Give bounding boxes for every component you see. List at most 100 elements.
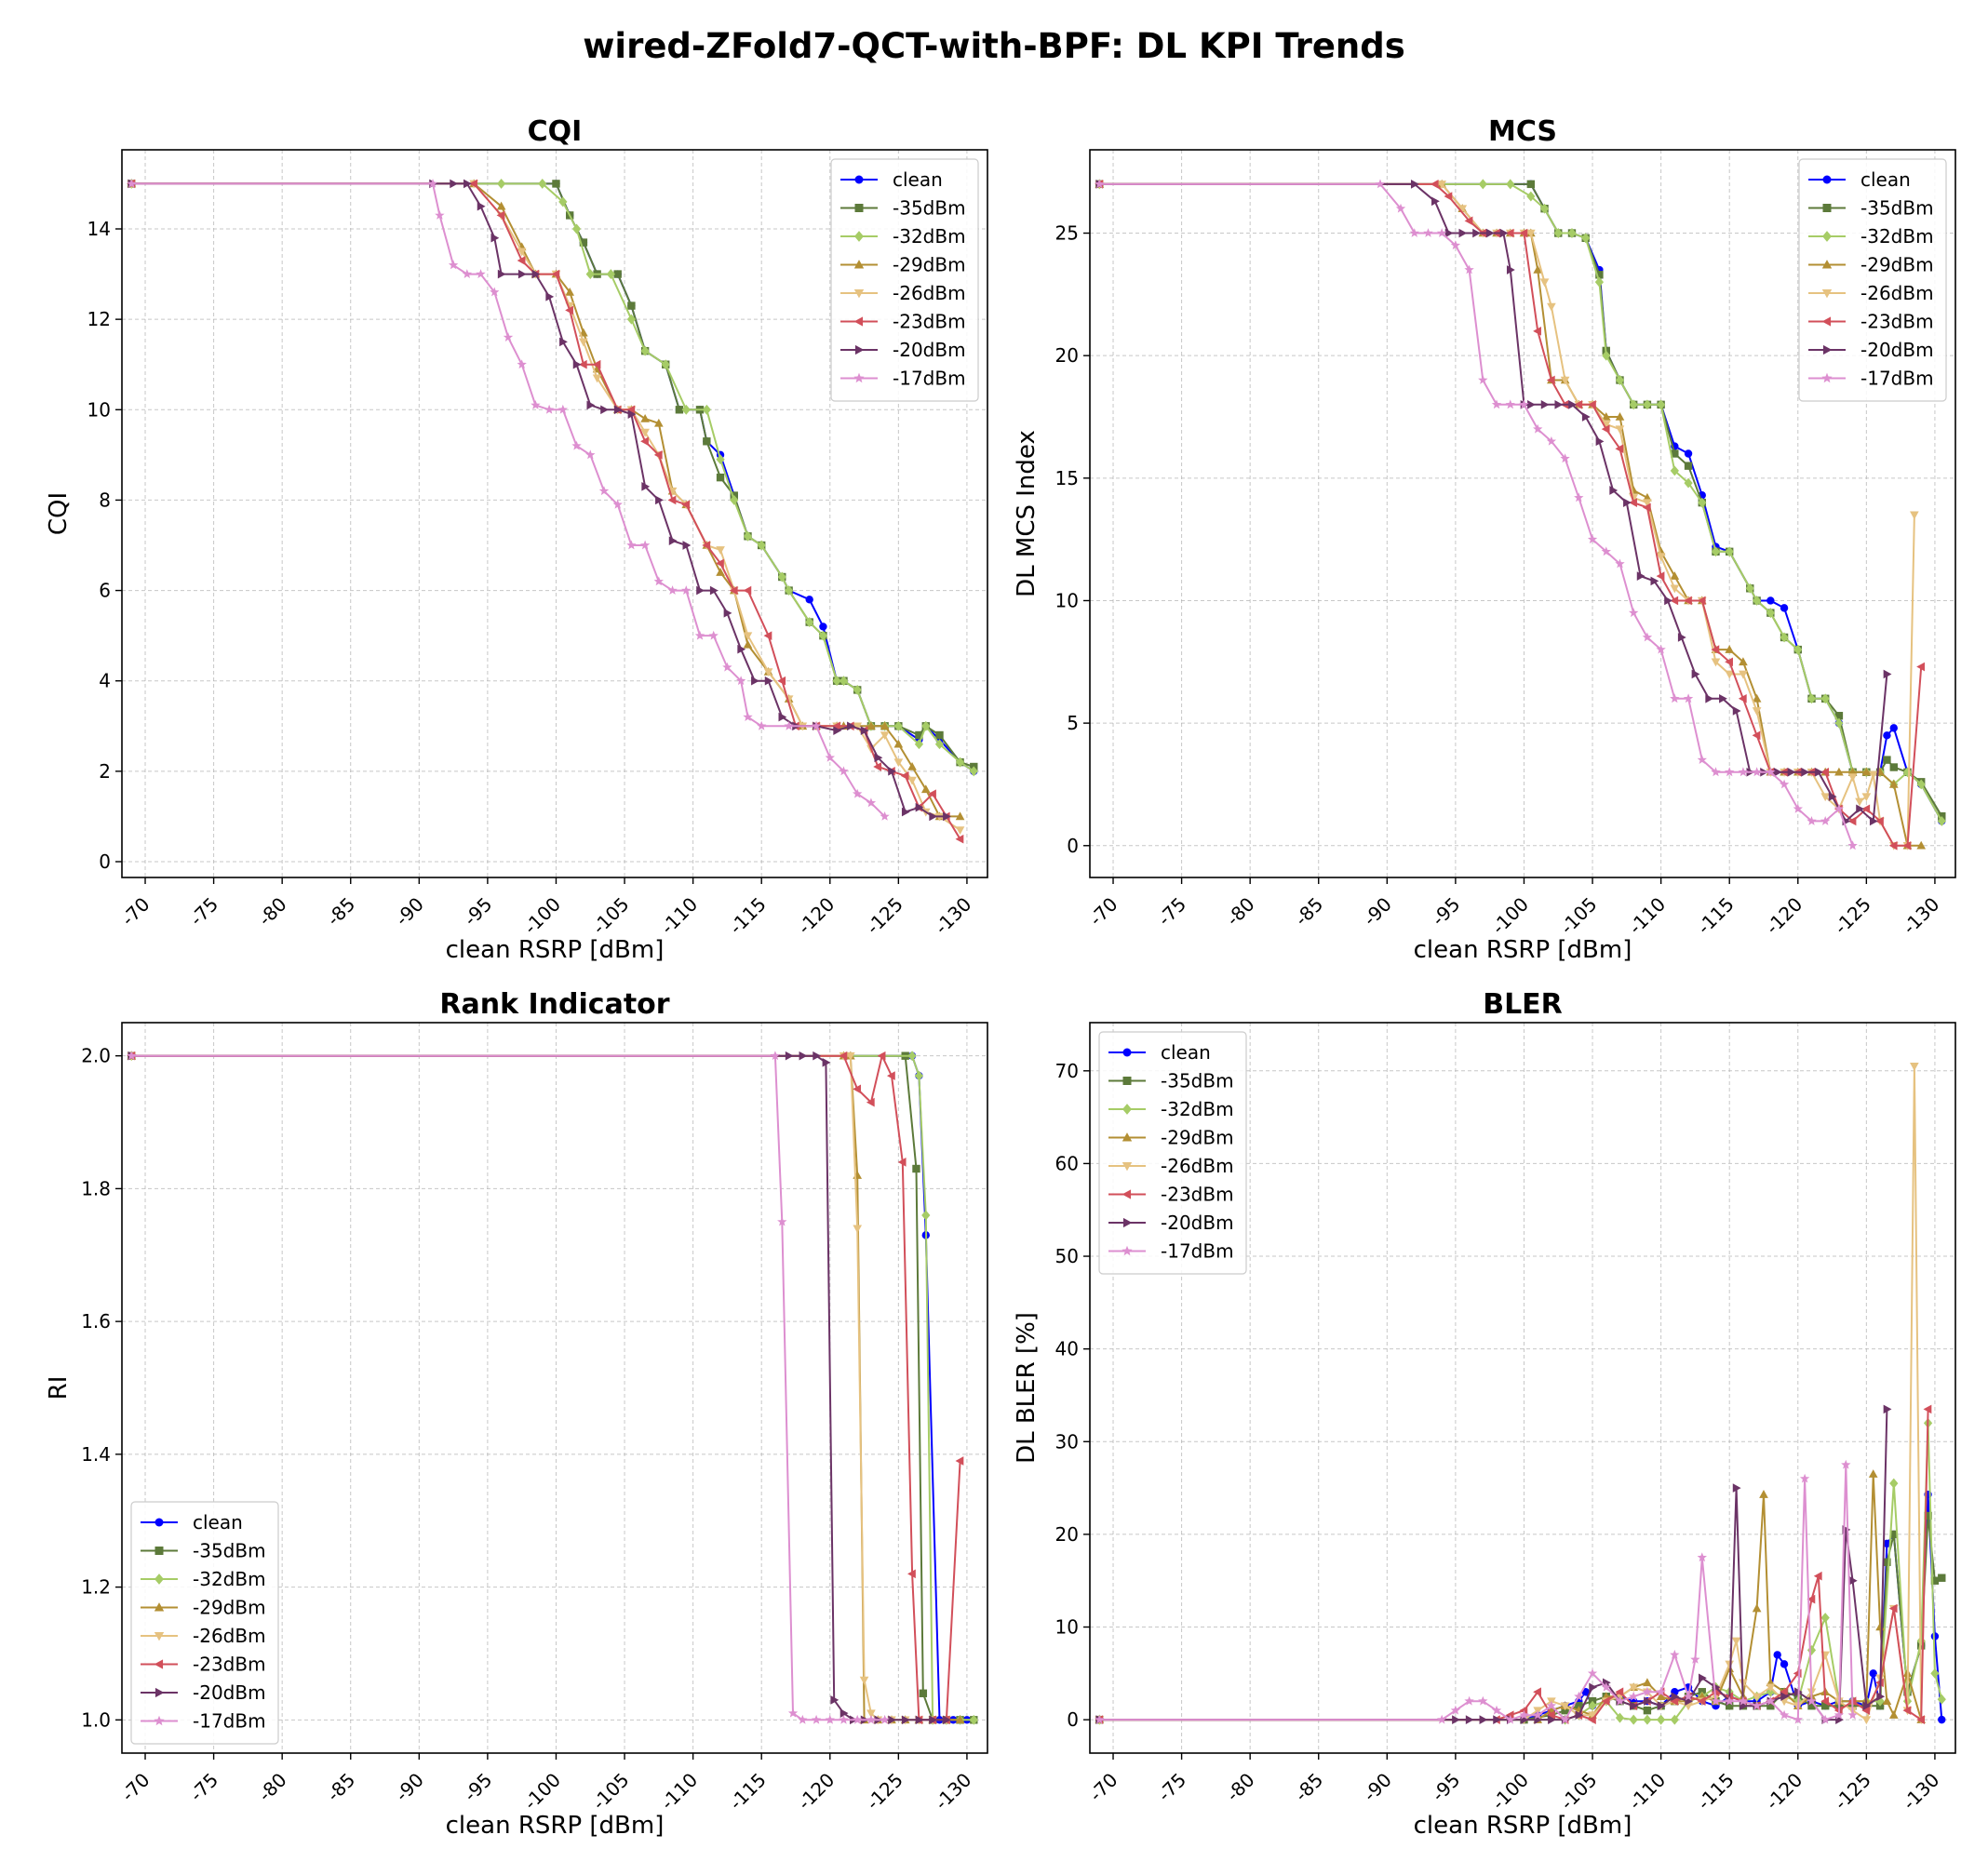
- cqi-point-20dbm: [888, 767, 897, 776]
- cqi-ytick-label: 8: [99, 489, 111, 511]
- cqi-point-20dbm: [860, 726, 869, 735]
- mcs-legend-marker-17dbm: [1821, 372, 1833, 383]
- bler-point-23dbm: [1888, 1603, 1898, 1614]
- bler-point-20dbm: [1465, 1715, 1474, 1724]
- mcs-point-32dbm: [1916, 779, 1926, 790]
- rank-indicator-point-26dbm: [866, 1709, 876, 1719]
- bler-point-23dbm: [1505, 1710, 1514, 1720]
- mcs-point-26dbm: [1601, 421, 1611, 429]
- mcs-point-23dbm: [1711, 645, 1720, 654]
- bler-legend-marker-29dbm: [1122, 1132, 1133, 1142]
- bler-point-26dbm: [1766, 1683, 1776, 1693]
- cqi-point-17dbm: [503, 332, 514, 342]
- rank-indicator-point-17dbm: [787, 1708, 799, 1718]
- mcs-point-23dbm: [1656, 571, 1665, 581]
- bler-point-26dbm: [1588, 1711, 1597, 1721]
- bler-point-17dbm: [1766, 1695, 1776, 1706]
- cqi-series-group: [127, 178, 978, 844]
- bler-point-23dbm: [1861, 1706, 1871, 1716]
- cqi-xtick-label: -85: [322, 893, 359, 931]
- cqi-point-17dbm: [735, 676, 746, 686]
- cqi-point-20dbm: [531, 269, 541, 279]
- rank-indicator-xtick-label: -80: [254, 1769, 291, 1806]
- bler-legend-box: [1098, 1031, 1247, 1275]
- rank-indicator-point-23dbm: [886, 1071, 895, 1080]
- cqi-legend-label: -26dBm: [893, 282, 966, 304]
- bler-ytick-label: 70: [1055, 1060, 1079, 1082]
- cqi-point-23dbm: [763, 631, 772, 640]
- cqi-legend-marker-32dbm: [854, 231, 864, 242]
- cqi-ytick-label: 4: [99, 670, 111, 692]
- bler-point-17dbm: [1437, 1714, 1447, 1724]
- bler-point-17dbm: [1820, 1714, 1831, 1724]
- bler-legend-marker-clean: [1122, 1048, 1132, 1057]
- mcs-xtick-label: -105: [1556, 893, 1602, 939]
- mcs-point-20dbm: [1636, 571, 1645, 581]
- cqi-point-32dbm: [626, 314, 637, 325]
- rank-indicator-xtick-label: -105: [588, 1769, 634, 1815]
- mcs-title: MCS: [1488, 115, 1557, 148]
- cqi-point-20dbm: [490, 233, 500, 243]
- cqi-xtick-label: -115: [725, 893, 771, 939]
- mcs-xtick-label: -110: [1624, 893, 1670, 939]
- mcs-point-29dbm: [1533, 264, 1543, 274]
- cqi-point-17dbm: [435, 210, 445, 220]
- bler-point-20dbm: [1644, 1696, 1652, 1707]
- mcs-point-26dbm: [1525, 229, 1536, 238]
- cqi-point-17dbm: [531, 400, 541, 409]
- cqi-point-32dbm: [702, 404, 711, 415]
- bler-xtick-label: -130: [1898, 1769, 1943, 1815]
- bler-point-20dbm: [1493, 1715, 1502, 1724]
- rank-indicator-xlabel: clean RSRP [dBm]: [446, 1812, 665, 1840]
- mcs-point-26dbm: [1670, 584, 1680, 594]
- mcs-legend-marker-32dbm: [1822, 231, 1832, 242]
- bler-point-20dbm: [1630, 1701, 1639, 1711]
- cqi-point-23dbm: [729, 585, 738, 596]
- mcs-point-23dbm: [1588, 400, 1596, 409]
- bler-point-23dbm: [1916, 1715, 1925, 1724]
- rank-indicator-xtick-label: -100: [519, 1769, 565, 1815]
- mcs-point-clean: [1883, 731, 1891, 740]
- cqi-point-35dbm: [613, 270, 622, 278]
- bler-ytick-label: 40: [1055, 1338, 1079, 1360]
- cqi-point-17dbm: [743, 712, 753, 721]
- mcs-point-26dbm: [1560, 376, 1570, 385]
- bler-legend-marker-32dbm: [1122, 1104, 1132, 1115]
- rank-indicator-frame: [121, 1022, 988, 1754]
- bler-xtick-label: -95: [1427, 1769, 1464, 1806]
- rank-indicator-legend-marker-26dbm: [154, 1631, 165, 1641]
- mcs-point-26dbm: [1437, 181, 1447, 189]
- cqi-point-32dbm: [893, 720, 903, 731]
- cqi-point-17dbm: [853, 788, 863, 798]
- mcs-point-23dbm: [1629, 498, 1637, 507]
- cqi-point-23dbm: [653, 450, 663, 460]
- cqi-point-26dbm: [763, 668, 773, 677]
- mcs-point-17dbm: [1546, 435, 1557, 446]
- cqi-point-20dbm: [450, 179, 459, 189]
- mcs-point-23dbm: [1574, 400, 1583, 409]
- bler-ylabel: DL BLER [%]: [1013, 1312, 1041, 1464]
- bler-legend-marker-20dbm: [1122, 1217, 1133, 1228]
- mcs-point-23dbm: [1847, 816, 1857, 826]
- bler-legend-label: -35dBm: [1161, 1070, 1234, 1092]
- cqi-title: CQI: [528, 115, 583, 148]
- cqi-point-29dbm: [955, 811, 965, 821]
- bler-point-23dbm: [1588, 1715, 1596, 1724]
- mcs-point-32dbm: [1553, 228, 1563, 238]
- mcs-ytick-label: 10: [1055, 589, 1079, 611]
- bler-point-35dbm: [1938, 1574, 1946, 1582]
- rank-indicator-point-26dbm: [846, 1051, 855, 1061]
- bler-point-clean: [1869, 1669, 1877, 1678]
- rank-indicator-point-17dbm: [811, 1714, 822, 1724]
- cqi-xtick-label: -120: [793, 893, 839, 939]
- mcs-point-17dbm: [1807, 816, 1817, 825]
- bler-point-32dbm: [1807, 1644, 1817, 1655]
- cqi-point-20dbm: [682, 541, 692, 550]
- cqi-point-23dbm: [955, 834, 964, 844]
- cqi-point-17dbm: [708, 630, 719, 640]
- cqi-point-35dbm: [716, 473, 725, 482]
- cqi-point-23dbm: [578, 359, 587, 369]
- mcs-point-20dbm: [1527, 400, 1536, 409]
- cqi-point-26dbm: [955, 826, 965, 836]
- rank-indicator-point-17dbm: [798, 1714, 808, 1724]
